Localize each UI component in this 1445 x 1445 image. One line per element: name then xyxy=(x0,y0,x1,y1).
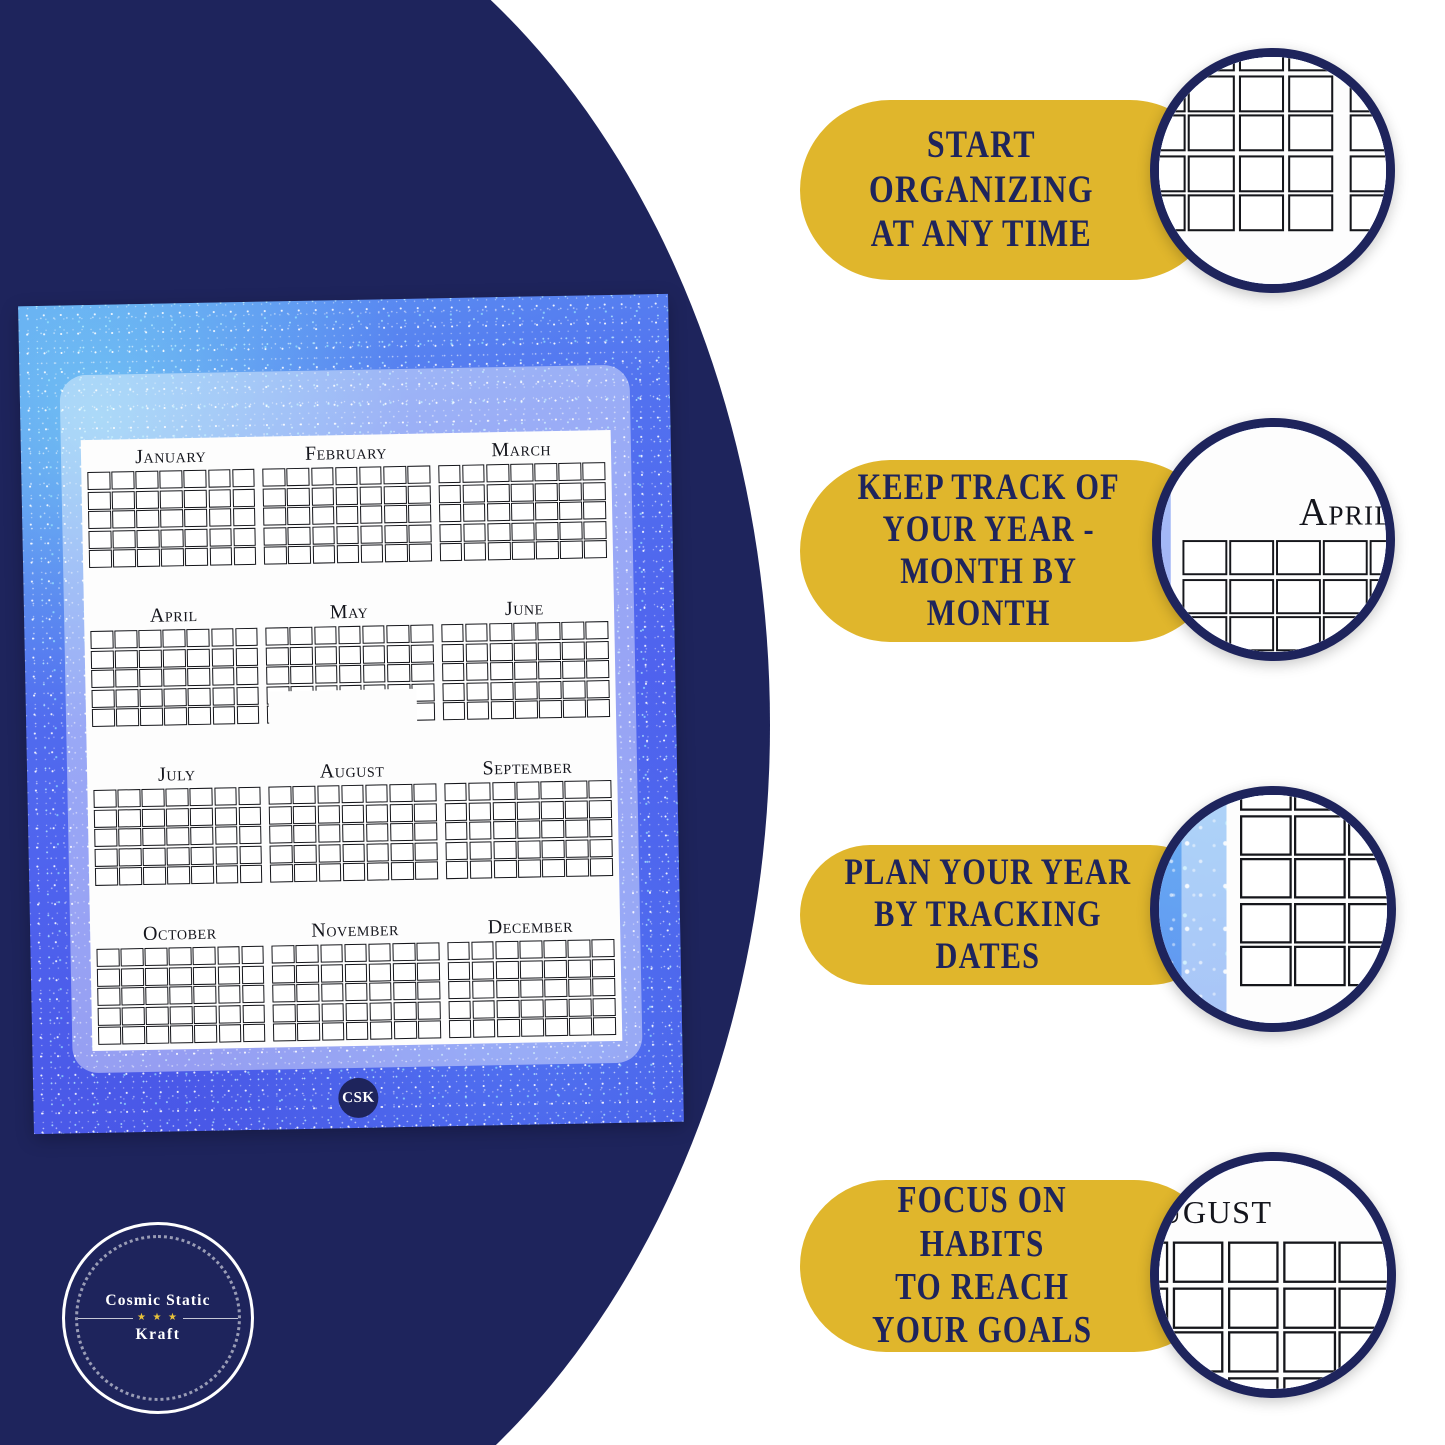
month-block-january: January xyxy=(87,445,257,568)
month-block-june: June xyxy=(440,597,611,721)
month-grid xyxy=(1350,57,1386,232)
month-block-february: February xyxy=(262,441,432,565)
month-block-december: December xyxy=(447,914,617,1039)
month-label: September xyxy=(482,755,573,780)
logo-text: Cosmic Static ★ ★ ★ Kraft xyxy=(62,1292,254,1344)
month-row: January February xyxy=(87,438,608,568)
month-grid xyxy=(437,462,608,562)
feature-pill-text: Plan Your Year By Tracking Dates xyxy=(844,851,1132,978)
month-block-november: November xyxy=(271,918,441,1042)
month-block-july: July xyxy=(93,763,263,886)
month-block-january: January xyxy=(1159,57,1334,232)
logo-dotted-ring xyxy=(75,1235,241,1401)
month-grid xyxy=(268,783,438,883)
month-label: January xyxy=(134,444,207,469)
zoom-scene: January February xyxy=(1161,427,1393,652)
logo-line-2: Kraft xyxy=(135,1326,181,1343)
month-block-august: August xyxy=(268,759,438,883)
month-label: April xyxy=(149,603,198,627)
month-grid xyxy=(444,780,614,880)
month-grid xyxy=(1240,795,1387,987)
month-grid xyxy=(93,786,263,886)
month-grid xyxy=(440,621,611,721)
month-block-april: April xyxy=(90,604,260,727)
logo-outer-ring xyxy=(62,1222,254,1414)
logo-line-1: Cosmic Static xyxy=(105,1292,211,1309)
month-label: July xyxy=(157,762,196,786)
month-row: July August xyxy=(1158,1184,1387,1389)
month-block-october: October xyxy=(96,922,266,1045)
month-grid xyxy=(1182,540,1386,652)
month-grid xyxy=(262,465,432,565)
month-row: January February xyxy=(1240,795,1387,987)
feature-pill-start-organizing: Start Organizing At Any Time xyxy=(800,100,1220,280)
month-row: July August xyxy=(93,755,614,886)
zoom-circle-december: July August xyxy=(1150,1152,1396,1398)
month-block-september: September xyxy=(444,755,614,880)
month-block-april: April xyxy=(1182,491,1393,652)
calendar-poster: January February xyxy=(18,293,684,1135)
month-grid xyxy=(447,938,617,1039)
month-block-february: February xyxy=(1350,57,1386,232)
month-block-january: January xyxy=(1240,795,1387,987)
logo-divider: ★ ★ ★ xyxy=(78,1313,238,1323)
month-grid xyxy=(1159,1241,1387,1389)
poster-title-box xyxy=(268,688,418,732)
month-grid xyxy=(1159,57,1334,232)
month-grid xyxy=(87,468,257,568)
month-row: October November xyxy=(96,914,617,1045)
feature-pill-keep-track: Keep Track Of Your Year - Month By Month xyxy=(800,460,1220,642)
month-grid xyxy=(96,945,266,1045)
month-label: April xyxy=(1298,491,1393,535)
month-label: December xyxy=(487,914,574,939)
zoom-scene: July August xyxy=(1158,1161,1387,1389)
feature-pill-text: Focus On Habits To Reach Your Goals xyxy=(872,1179,1093,1352)
month-grid xyxy=(90,627,260,727)
month-row: April May xyxy=(1182,491,1393,652)
month-grid xyxy=(271,942,441,1042)
zoom-scene: January February xyxy=(1159,57,1386,284)
month-label: October xyxy=(142,921,217,946)
calendar-sheet: January February xyxy=(1170,427,1393,652)
calendar-sheet: January February xyxy=(1226,795,1387,1023)
month-block-march: March xyxy=(437,438,608,562)
month-block-august: August xyxy=(1158,1184,1387,1389)
month-label: February xyxy=(304,441,388,465)
zoom-scene: January February xyxy=(1159,795,1387,1023)
month-label: March xyxy=(491,438,552,462)
feature-pill-text: Start Organizing At Any Time xyxy=(868,123,1094,256)
month-label: May xyxy=(329,600,369,624)
calendar-sheet: January February xyxy=(1159,57,1386,284)
month-label: August xyxy=(1158,1184,1273,1235)
feature-pill-text: Keep Track Of Your Year - Month By Month xyxy=(857,466,1120,635)
month-label: June xyxy=(504,597,545,621)
month-row: January February xyxy=(1159,57,1386,232)
month-label: November xyxy=(311,918,400,942)
zoom-circle-title-february: January February xyxy=(1150,48,1395,293)
calendar-sheet: January February xyxy=(80,429,623,1052)
brand-logo: Cosmic Static ★ ★ ★ Kraft xyxy=(62,1222,254,1414)
zoom-circle-january-april: January February xyxy=(1150,786,1396,1032)
calendar-sheet: July August xyxy=(1158,1161,1387,1389)
month-label: August xyxy=(319,759,385,783)
zoom-circle-april-may-july-august: January February xyxy=(1152,418,1395,661)
star-icon: ★ ★ ★ xyxy=(137,1312,179,1323)
